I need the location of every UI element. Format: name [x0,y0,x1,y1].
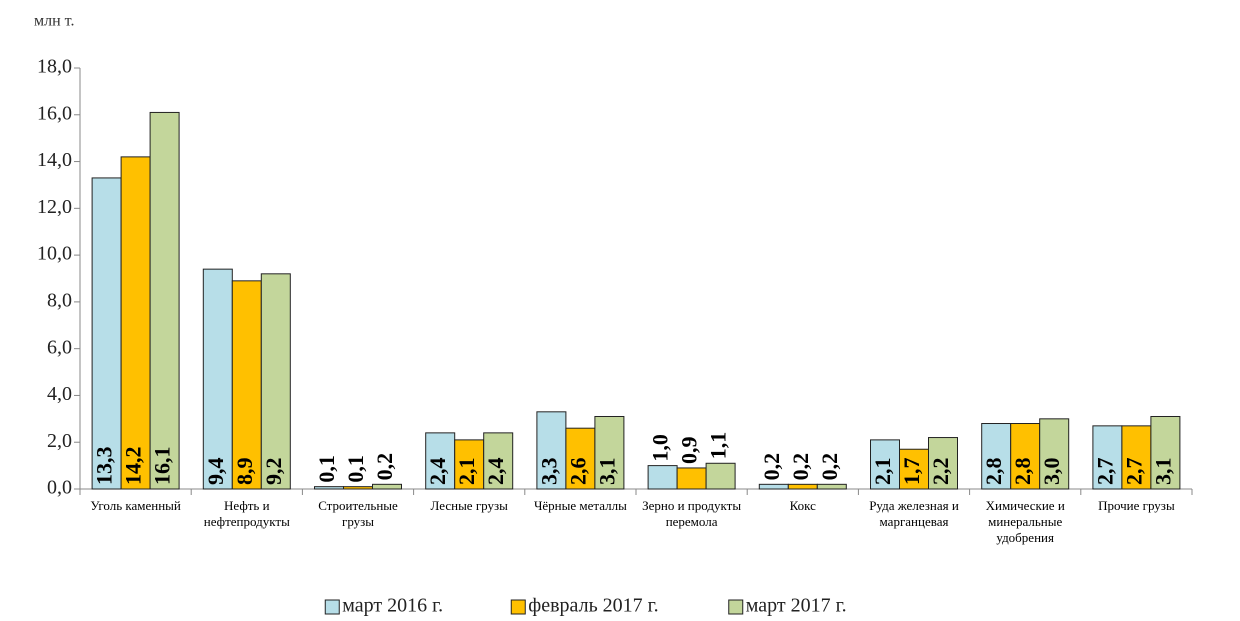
y-tick-label: 16,0 [37,102,72,124]
x-tick-label: Зерно и продукты перемола [642,498,742,529]
y-tick-label: 2,0 [47,430,72,452]
legend-swatch [728,599,744,615]
data-label: 0,1 [343,455,368,483]
y-tick-label: 0,0 [47,477,72,499]
data-label: 3,1 [594,458,619,486]
y-tick-label: 14,0 [37,149,72,171]
x-tick-label: Прочие грузы [1098,498,1175,513]
data-label: 14,2 [121,447,146,486]
data-label: 2,4 [483,458,508,486]
legend-label: март 2016 г. [342,595,443,617]
bar [372,483,402,490]
bar [120,156,151,490]
legend-label: февраль 2017 г. [528,595,658,617]
bar [928,437,958,490]
legend-swatch [324,599,340,615]
y-axis-label: млн т. [34,13,74,30]
data-label: 2,8 [981,458,1006,486]
data-label: 1,0 [648,434,673,462]
bar [202,268,233,490]
data-label: 2,7 [1121,458,1146,486]
data-label: 3,3 [536,458,561,486]
data-label: 3,0 [1039,458,1064,486]
data-label: 3,1 [1150,458,1175,486]
data-label: 2,6 [565,458,590,486]
bar [343,486,373,490]
x-tick-label: Химические и минеральные удобрения [985,498,1065,545]
bar [536,411,567,490]
x-tick-label: Уголь каменный [90,498,181,513]
data-label: 1,1 [706,432,731,460]
x-tick-label: Руда железная и марганцевая [869,498,959,529]
y-tick-label: 18,0 [37,56,72,78]
data-label: 2,7 [1092,458,1117,486]
bar [454,439,485,490]
data-label: 8,9 [232,458,257,486]
bar [314,486,344,490]
data-label: 9,2 [261,458,286,486]
x-tick-label: Кокс [789,498,816,513]
bar [91,177,122,490]
data-label: 0,2 [372,453,397,481]
bar [705,462,736,490]
data-label: 0,2 [759,453,784,481]
bar [1121,425,1152,490]
x-tick-label: Нефть и нефтепродукты [203,498,290,529]
bar [231,280,262,490]
bar [565,427,596,490]
data-label: 2,1 [454,458,479,486]
bar [647,465,678,490]
data-label: 0,9 [677,436,702,464]
x-tick-label: Строительные грузы [318,498,398,529]
y-tick-label: 10,0 [37,243,72,265]
bar [981,423,1012,490]
bar [483,432,514,490]
bar [1150,415,1181,490]
data-label: 2,8 [1010,458,1035,486]
bar [1092,425,1123,490]
data-label: 2,1 [870,458,895,486]
y-tick-label: 8,0 [47,289,72,311]
data-label: 9,4 [203,458,228,486]
data-label: 2,4 [425,458,450,486]
y-tick-label: 12,0 [37,196,72,218]
data-label: 13,3 [92,447,117,486]
bar [1010,423,1041,490]
bar [260,273,291,490]
x-tick-label: Чёрные металлы [533,498,627,513]
bar [758,483,789,490]
data-label: 1,7 [899,458,924,486]
bar [149,111,180,490]
y-tick-label: 4,0 [47,383,72,405]
bar [787,483,818,490]
legend-swatch [510,599,526,615]
data-label: 0,2 [817,453,842,481]
y-tick-label: 6,0 [47,336,72,358]
data-label: 0,2 [788,453,813,481]
x-tick-label: Лесные грузы [430,498,508,513]
bar [816,483,847,490]
bar [1039,418,1070,490]
data-label: 16,1 [150,447,175,486]
data-label: 2,2 [928,458,953,486]
bar [594,415,625,490]
legend-label: март 2017 г. [746,595,847,617]
data-label: 0,1 [314,455,339,483]
bar [676,467,707,490]
